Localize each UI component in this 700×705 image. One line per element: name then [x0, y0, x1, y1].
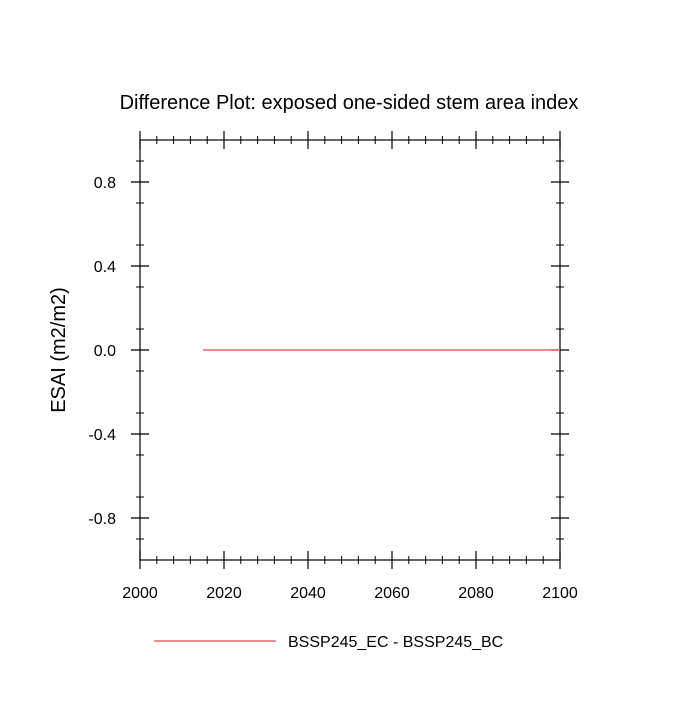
x-tick-label: 2020 — [206, 585, 242, 602]
x-tick-label: 2040 — [290, 585, 326, 602]
y-tick-label: 0.8 — [94, 175, 116, 192]
y-tick-label: -0.4 — [88, 427, 116, 444]
x-tick-label: 2000 — [122, 585, 158, 602]
plot-area: 2000 2020 2040 2060 2080 2100 0.8 0.4 0.0 -0.4 -0.… — [88, 131, 578, 602]
x-tick-label: 2080 — [458, 585, 494, 602]
y-axis-label: ESAI (m2/m2) — [48, 287, 70, 413]
y-tick-label: -0.8 — [88, 511, 116, 528]
x-tick-label: 2060 — [374, 585, 410, 602]
y-tick-label: 0.0 — [94, 343, 116, 360]
chart-title: Difference Plot: exposed one-sided stem … — [120, 92, 579, 114]
legend-label: BSSP245_EC - BSSP245_BC — [288, 634, 503, 651]
y-tick-label: 0.4 — [94, 259, 116, 276]
x-tick-label: 2100 — [542, 585, 578, 602]
legend: BSSP245_EC - BSSP245_BC — [154, 634, 503, 651]
